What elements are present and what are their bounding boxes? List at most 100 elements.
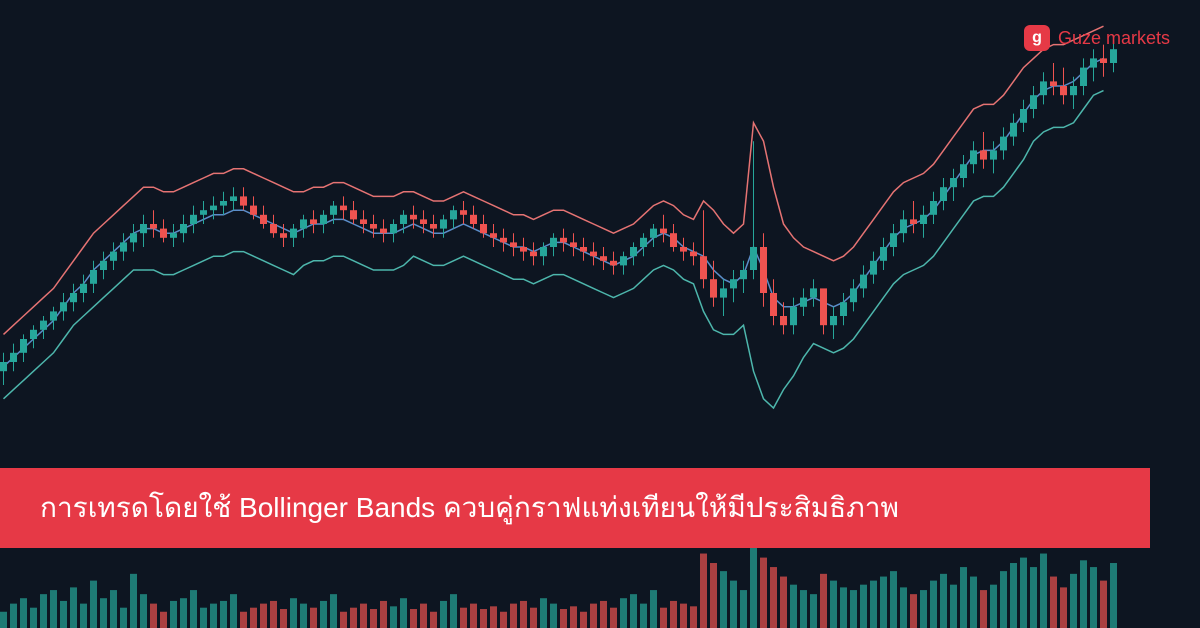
candle-body — [520, 247, 527, 252]
volume-bar — [520, 601, 527, 628]
title-banner: การเทรดโดยใช้ Bollinger Bands ควบคู่กราฟ… — [0, 468, 1150, 548]
volume-bar — [1110, 563, 1117, 628]
volume-bar — [670, 601, 677, 628]
candle-body — [110, 252, 117, 261]
volume-bar — [440, 601, 447, 628]
volume-bar — [210, 604, 217, 628]
candle-body — [1060, 86, 1067, 95]
candle-body — [60, 302, 67, 311]
candle-body — [860, 275, 867, 289]
volume-bar — [110, 590, 117, 628]
candle-body — [980, 150, 987, 159]
candle-body — [450, 210, 457, 219]
candle-body — [330, 206, 337, 215]
candle-body — [310, 219, 317, 224]
volume-bar — [740, 590, 747, 628]
candle-body — [210, 206, 217, 211]
candle-body — [1080, 68, 1087, 86]
candle-body — [790, 307, 797, 325]
candle-body — [50, 311, 57, 320]
candle-body — [120, 242, 127, 251]
candle-body — [910, 219, 917, 224]
candle-body — [570, 242, 577, 247]
candle-body — [920, 215, 927, 224]
candle-body — [1040, 81, 1047, 95]
volume-bar — [1050, 577, 1057, 628]
candle-body — [240, 196, 247, 205]
volume-bar — [840, 587, 847, 628]
candle-body — [420, 219, 427, 224]
candle-body — [480, 224, 487, 233]
candle-body — [270, 224, 277, 233]
candle-body — [770, 293, 777, 316]
volume-bar — [580, 612, 587, 628]
volume-bar — [990, 585, 997, 628]
volume-bar — [930, 581, 937, 628]
candle-body — [140, 224, 147, 233]
volume-bar — [90, 581, 97, 628]
volume-bar — [1030, 567, 1037, 628]
volume-bar — [860, 585, 867, 628]
candle-body — [1010, 123, 1017, 137]
candle-body — [710, 279, 717, 297]
candle-body — [40, 321, 47, 330]
volume-bar — [790, 585, 797, 628]
volume-bar — [540, 598, 547, 628]
candle-body — [900, 219, 907, 233]
volume-bar — [1040, 554, 1047, 628]
volume-bar — [70, 587, 77, 628]
volume-bar — [50, 590, 57, 628]
candle-body — [700, 256, 707, 279]
volume-bar — [1100, 581, 1107, 628]
volume-bar — [20, 598, 27, 628]
candle-body — [150, 224, 157, 229]
volume-bar — [530, 608, 537, 628]
volume-bar — [180, 598, 187, 628]
candle-body — [500, 238, 507, 243]
volume-bar — [610, 608, 617, 628]
candle-body — [200, 210, 207, 215]
candle-body — [870, 261, 877, 275]
volume-bar — [570, 606, 577, 628]
candle-body — [540, 247, 547, 256]
volume-bar — [240, 612, 247, 628]
volume-bar — [510, 604, 517, 628]
candle-body — [760, 247, 767, 293]
volume-bar — [1020, 558, 1027, 628]
candle-body — [720, 288, 727, 297]
bollinger-upper — [4, 26, 1104, 334]
volume-bar — [220, 601, 227, 628]
volume-bar — [190, 590, 197, 628]
candle-body — [10, 353, 17, 362]
volume-bar — [130, 574, 137, 628]
candle-body — [440, 219, 447, 228]
volume-bar — [500, 612, 507, 628]
volume-bar — [290, 598, 297, 628]
candle-body — [750, 247, 757, 270]
volume-bar — [620, 598, 627, 628]
volume-bar — [1080, 560, 1087, 628]
volume-bar — [10, 604, 17, 628]
volume-bar — [200, 608, 207, 628]
volume-bar — [910, 594, 917, 628]
candle-body — [510, 242, 517, 247]
candle-body — [30, 330, 37, 339]
volume-bar — [250, 608, 257, 628]
candle-body — [460, 210, 467, 215]
volume-bar — [430, 612, 437, 628]
volume-bar — [450, 594, 457, 628]
volume-bar — [350, 608, 357, 628]
candle-body — [90, 270, 97, 284]
candle-body — [430, 224, 437, 229]
candle-body — [780, 316, 787, 325]
volume-bar — [960, 567, 967, 628]
candle-body — [400, 215, 407, 224]
volume-bar — [480, 609, 487, 628]
volume-bar — [710, 563, 717, 628]
candle-body — [340, 206, 347, 211]
candle-body — [690, 252, 697, 257]
candle-body — [290, 229, 297, 238]
volume-bar — [1000, 571, 1007, 628]
volume-bar — [760, 558, 767, 628]
candle-body — [490, 233, 497, 238]
